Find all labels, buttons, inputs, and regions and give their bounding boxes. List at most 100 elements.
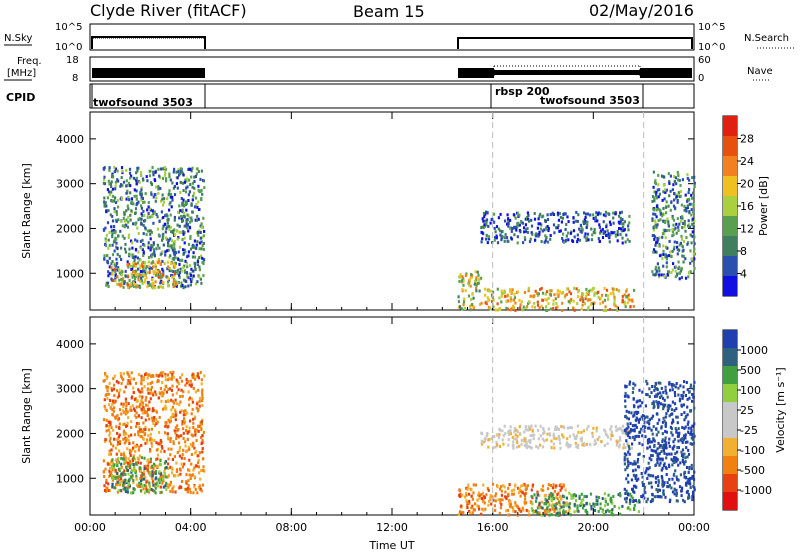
data-cell — [519, 509, 522, 513]
data-cell — [520, 442, 523, 446]
data-cell — [521, 491, 524, 495]
data-cell — [665, 229, 668, 233]
data-cell — [516, 290, 519, 294]
data-cell — [588, 502, 591, 506]
data-cell — [546, 432, 549, 436]
data-cell — [149, 473, 152, 477]
data-cell — [126, 263, 129, 267]
data-cell — [170, 230, 173, 234]
data-cell — [607, 212, 610, 216]
data-cell — [660, 444, 663, 448]
data-cell — [162, 224, 165, 228]
data-cell — [541, 437, 544, 441]
data-cell — [668, 239, 671, 243]
data-cell — [515, 445, 518, 449]
data-cell — [498, 296, 501, 300]
data-cell — [202, 179, 205, 183]
data-cell — [664, 495, 667, 499]
data-cell — [113, 437, 116, 441]
data-cell — [183, 180, 186, 184]
data-cell — [173, 240, 176, 243]
data-cell — [672, 440, 675, 444]
data-cell — [125, 179, 128, 183]
data-cell — [115, 212, 118, 216]
data-cell — [124, 412, 127, 416]
data-cell — [682, 403, 685, 407]
data-cell — [470, 506, 473, 510]
data-cell — [487, 289, 490, 293]
data-cell — [108, 433, 111, 437]
data-cell — [181, 465, 184, 469]
data-cell — [195, 243, 198, 247]
data-cell — [522, 241, 525, 245]
data-cell — [496, 302, 499, 306]
data-cell — [687, 426, 690, 430]
data-cell — [658, 495, 662, 499]
data-cell — [540, 304, 543, 308]
data-cell — [561, 309, 564, 312]
data-cell — [636, 457, 640, 461]
data-cell — [655, 190, 658, 194]
data-cell — [140, 186, 143, 190]
data-cell — [657, 381, 661, 385]
data-cell — [626, 301, 629, 305]
data-cell — [177, 257, 180, 261]
data-cell — [153, 484, 156, 488]
data-cell — [657, 480, 660, 484]
data-cell — [121, 270, 124, 274]
nave-tick-bottom: 0 — [698, 73, 704, 84]
data-cell — [138, 484, 141, 488]
data-cell — [660, 450, 663, 454]
data-cell — [646, 439, 649, 442]
data-cell — [146, 382, 150, 386]
data-cell — [672, 218, 676, 222]
data-cell — [154, 273, 157, 277]
data-cell — [196, 205, 199, 209]
data-cell — [671, 490, 675, 494]
data-cell — [510, 307, 513, 310]
data-cell — [125, 400, 128, 404]
data-cell — [107, 274, 110, 278]
data-cell — [478, 507, 481, 511]
data-cell — [179, 284, 183, 288]
data-cell — [665, 412, 668, 416]
data-cell — [112, 175, 115, 179]
data-cell — [669, 425, 672, 429]
data-cell — [546, 506, 549, 510]
data-cell — [691, 230, 694, 234]
data-cell — [173, 167, 176, 171]
data-cell — [650, 428, 653, 432]
data-cell — [658, 452, 661, 456]
data-cell — [458, 305, 461, 309]
data-cell — [684, 193, 687, 197]
data-cell — [573, 502, 576, 506]
data-cell — [108, 489, 112, 493]
data-cell — [692, 432, 695, 436]
data-cell — [104, 201, 107, 205]
data-cell — [108, 272, 111, 276]
data-cell — [524, 306, 527, 310]
data-cell — [616, 441, 619, 444]
data-cell — [524, 229, 528, 233]
data-cell — [173, 247, 176, 251]
data-cell — [667, 403, 670, 407]
data-cell — [665, 452, 668, 456]
data-cell — [144, 411, 147, 415]
data-cell — [198, 484, 201, 488]
data-cell — [102, 470, 105, 474]
data-cell — [133, 457, 137, 461]
data-cell — [681, 178, 684, 182]
data-cell — [576, 240, 579, 244]
data-cell — [656, 223, 659, 227]
data-cell — [535, 445, 538, 448]
data-cell — [110, 473, 113, 477]
data-cell — [655, 433, 658, 437]
data-cell — [144, 226, 147, 230]
data-cell — [170, 244, 173, 248]
data-cell — [582, 429, 585, 433]
data-cell — [676, 499, 679, 503]
data-cell — [575, 434, 579, 438]
data-cell — [624, 414, 627, 418]
data-cell — [165, 227, 168, 231]
